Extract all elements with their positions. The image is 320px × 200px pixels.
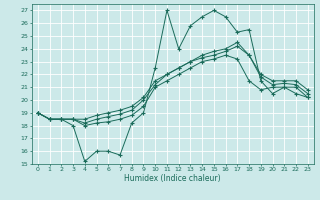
X-axis label: Humidex (Indice chaleur): Humidex (Indice chaleur) xyxy=(124,174,221,183)
